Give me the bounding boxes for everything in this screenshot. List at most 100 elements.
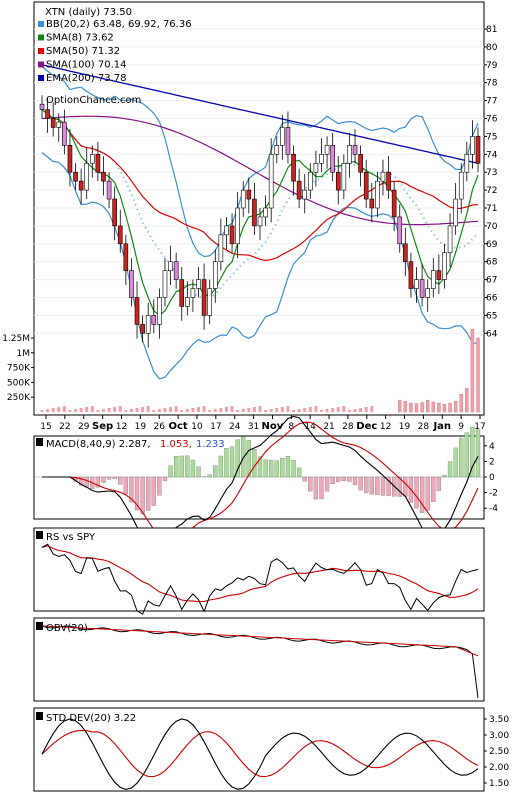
candle-body [425,288,430,298]
macd-histogram-bar [442,474,447,478]
x-tick-label: 29 [78,422,90,432]
macd-histogram-bar [123,476,128,495]
macd-histogram-bar [112,476,117,479]
price-y-tick-label: 70 [486,222,498,232]
candle-body [285,127,291,155]
macd-histogram-bar [319,476,324,499]
macd-histogram-bar [347,476,352,482]
macd-histogram-bar [464,432,469,478]
candle-body [67,145,73,173]
macd-histogram-bar [475,429,481,478]
volume-bar [252,407,256,412]
std-y-tick-label: 2.00 [489,763,509,773]
volume-bars [40,328,480,413]
volume-bar [163,408,167,412]
candle-body [358,154,363,173]
candle-body [207,288,212,316]
macd-histogram-bar [358,476,363,491]
volume-bar [297,409,301,412]
volume-bar [152,410,156,412]
candle-body [224,225,229,236]
macd-y-tick-label: 0 [489,473,495,483]
x-tick-label: 24 [229,422,241,432]
x-tick-label: Dec [356,421,377,432]
volume-bar [459,393,463,413]
sma100-line [41,115,479,226]
macd-histogram-bar [296,467,302,478]
volume-bar [230,406,234,412]
x-tick-label: 17 [210,422,221,432]
volume-bar [185,409,189,412]
macd-histogram-bar [453,447,458,478]
macd-histogram-bar [425,476,430,511]
std-line [41,718,479,790]
legend-swatch [38,21,44,27]
price-y-tick-label: 76 [486,115,498,125]
obv-series [41,625,479,699]
x-tick-label: 19 [399,422,411,432]
macd-histogram-bar [414,476,419,509]
macd-histogram-bar [459,437,464,478]
price-y-tick-label: 68 [486,258,498,268]
candle-body [90,154,95,164]
volume-bar [347,410,351,412]
candle-body [84,162,90,191]
macd-handle-icon [36,438,43,446]
candle-body [436,270,442,280]
macd-histogram-bar [252,449,257,478]
candle-body [185,297,190,307]
macd-y-tick-label: -2 [489,489,498,499]
candle-body [475,136,481,164]
volume-bar [364,407,368,412]
macd-histogram-bar [168,465,173,478]
candle-body [252,198,257,227]
std-y-tick-label: 3.50 [489,715,509,725]
volume-y-tick-label: 250K [7,393,31,403]
macd-histogram-bar [431,476,436,502]
candle-body [347,145,352,164]
macd-histogram-bar [190,459,196,478]
candle-body [106,180,112,200]
volume-bar [303,408,307,412]
volume-bar [241,409,245,412]
macd-histogram-bar [436,476,442,491]
price-y-tick-label: 80 [486,43,498,53]
price-y-tick-label: 79 [486,61,498,71]
candle-body [414,279,419,289]
macd-histogram-bar [196,466,201,478]
macd-histogram-bar [151,476,156,506]
candle-body [50,118,56,128]
x-tick-label: 17 [474,422,485,432]
volume-bar [353,409,357,412]
candle-body [201,279,207,316]
macd-histogram-bar [263,459,268,478]
x-tick-label: 8 [288,422,294,432]
macd-histogram-bar [106,476,112,480]
macd-histogram-bar [274,460,279,478]
volume-y-tick-label: 1.25M [2,334,30,344]
volume-bar [308,407,312,412]
obv-average-line [41,625,479,657]
macd-signal-value: 1.053, [160,439,192,450]
volume-bar [331,408,335,412]
volume-bar [90,406,94,412]
volume-y-tick-label: 1M [17,349,31,359]
macd-signal-line [42,421,479,544]
obv-handle-icon [36,622,43,630]
candle-body [123,243,129,271]
volume-bar [269,409,273,412]
macd-y-tick-label: 4 [489,442,495,452]
candle-body [369,198,375,209]
price-y-tick-label: 66 [486,294,498,304]
watermark: OptionChance.com [46,95,141,106]
candle-body [162,270,168,298]
volume-bar [292,410,296,412]
volume-bar [286,406,290,412]
x-tick-label: 15 [40,422,51,432]
candle-body [464,154,470,173]
candle-body [470,136,475,155]
std-series [41,718,479,790]
macd-y-tick-label: 2 [489,457,495,467]
x-tick-label: 26 [153,422,165,432]
volume-bar [280,407,284,412]
